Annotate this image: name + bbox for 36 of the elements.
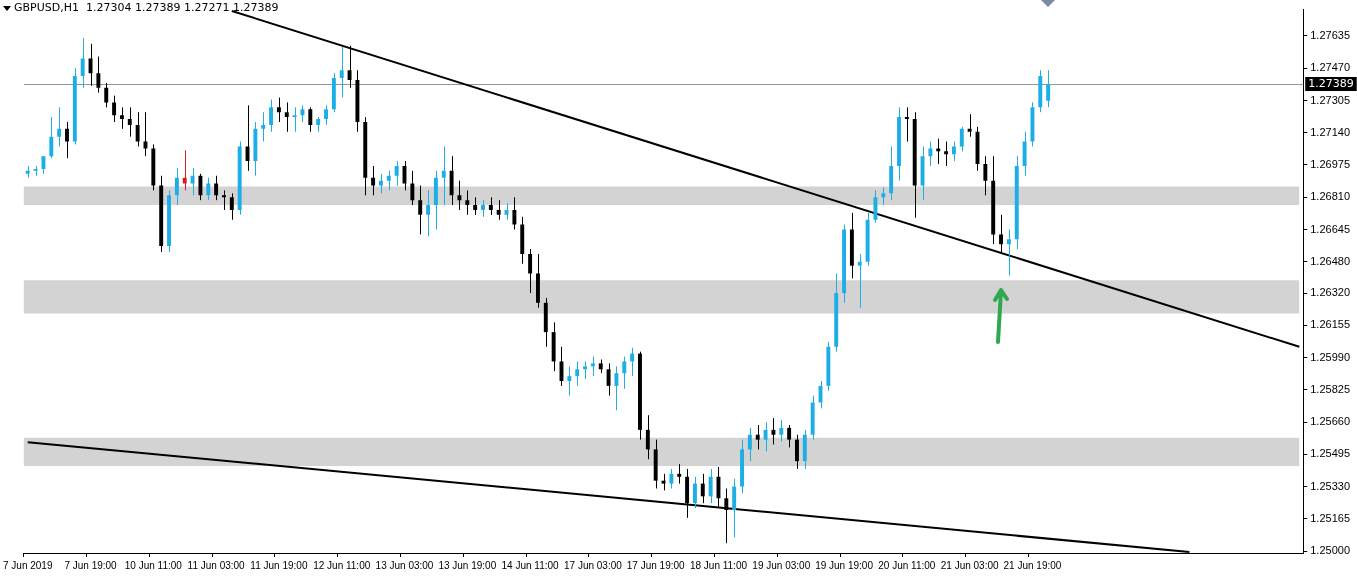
ref-line-label: 1.27389 <box>1308 76 1354 90</box>
x-tick-label: 19 Jun 19:00 <box>815 559 874 571</box>
x-tick-label: 14 Jun 11:00 <box>501 559 560 571</box>
y-tick-label: 1.27635 <box>1310 29 1350 42</box>
x-tick-label: 19 Jun 03:00 <box>752 559 811 571</box>
y-tick-label: 1.26155 <box>1310 318 1350 331</box>
y-tick-label: 1.27140 <box>1310 125 1350 138</box>
x-tick-label: 7 Jun 19:00 <box>64 559 118 571</box>
y-tick-label: 1.26320 <box>1310 286 1350 299</box>
x-tick-label: 20 Jun 11:00 <box>878 559 936 571</box>
x-tick-label: 21 Jun 19:00 <box>1003 559 1062 571</box>
x-tick-label: 13 Jun 19:00 <box>438 559 497 571</box>
x-tick-label: 13 Jun 03:00 <box>375 559 434 571</box>
x-tick-label: 10 Jun 11:00 <box>124 559 183 571</box>
y-tick-label: 1.25990 <box>1310 350 1350 363</box>
y-tick-label: 1.26480 <box>1310 254 1350 267</box>
y-tick-label: 1.27305 <box>1310 93 1350 106</box>
y-tick-label: 1.26645 <box>1310 222 1350 235</box>
x-tick-label: 17 Jun 19:00 <box>626 559 686 571</box>
x-tick-label: 18 Jun 11:00 <box>689 559 748 571</box>
y-tick-label: 1.25495 <box>1310 447 1350 460</box>
x-tick-label: 12 Jun 11:00 <box>313 559 371 571</box>
y-tick-label: 1.25825 <box>1310 382 1350 395</box>
chart-title: GBPUSD,H1 1.27304 1.27389 1.27271 1.27389 <box>14 1 279 14</box>
y-tick-label: 1.25000 <box>1310 544 1350 557</box>
y-tick-label: 1.26810 <box>1310 190 1350 203</box>
x-tick-label: 11 Jun 03:00 <box>187 559 246 571</box>
y-tick-label: 1.25660 <box>1310 415 1350 428</box>
y-tick-label: 1.25165 <box>1310 511 1350 524</box>
x-tick-label: 7 Jun 2019 <box>2 559 53 571</box>
x-tick-label: 11 Jun 19:00 <box>250 559 308 571</box>
y-tick-label: 1.25330 <box>1310 479 1350 492</box>
y-tick-label: 1.27470 <box>1310 61 1350 74</box>
x-tick-label: 17 Jun 03:00 <box>563 559 623 571</box>
y-tick-label: 1.26975 <box>1310 158 1350 171</box>
x-tick-label: 21 Jun 03:00 <box>940 559 999 571</box>
